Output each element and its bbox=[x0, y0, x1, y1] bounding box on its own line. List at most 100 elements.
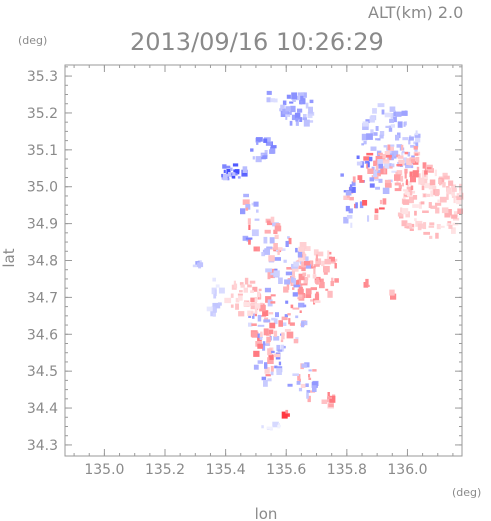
echo-point bbox=[295, 121, 299, 126]
echo-point bbox=[307, 111, 315, 116]
echo-point bbox=[334, 258, 338, 262]
echo-point bbox=[296, 95, 302, 101]
echo-point bbox=[269, 237, 275, 244]
echo-point bbox=[257, 247, 260, 252]
echo-point bbox=[278, 361, 282, 366]
echo-point bbox=[305, 383, 309, 387]
echo-point bbox=[305, 294, 312, 298]
echo-point bbox=[412, 195, 418, 200]
echo-point bbox=[306, 390, 311, 393]
echo-point bbox=[430, 205, 438, 209]
echo-point bbox=[388, 146, 394, 151]
echo-point bbox=[405, 211, 410, 218]
echo-point bbox=[369, 183, 375, 188]
echo-point bbox=[327, 251, 332, 255]
echo-point bbox=[257, 314, 262, 322]
echo-point bbox=[237, 176, 241, 179]
echo-point bbox=[288, 237, 292, 245]
echo-point bbox=[261, 376, 267, 381]
echo-point bbox=[394, 182, 401, 186]
echo-point bbox=[264, 137, 271, 143]
echo-point bbox=[273, 98, 278, 103]
echo-point bbox=[423, 173, 428, 181]
echo-point bbox=[446, 223, 451, 227]
echo-point bbox=[377, 103, 385, 108]
echo-point bbox=[412, 161, 419, 165]
echo-point bbox=[451, 227, 456, 234]
echo-point bbox=[435, 232, 439, 239]
echo-point bbox=[327, 250, 330, 256]
echo-point bbox=[324, 258, 331, 265]
echo-point bbox=[355, 202, 358, 209]
echo-point bbox=[410, 190, 416, 194]
echo-point bbox=[436, 224, 441, 230]
echo-point bbox=[429, 179, 436, 186]
echo-point bbox=[273, 229, 278, 234]
echo-point bbox=[254, 311, 257, 317]
echo-point bbox=[391, 296, 394, 299]
echo-point bbox=[314, 293, 320, 301]
echo-point bbox=[346, 193, 350, 198]
echo-point bbox=[420, 201, 425, 205]
echo-point bbox=[280, 104, 285, 112]
echo-point bbox=[406, 158, 410, 165]
echo-point bbox=[240, 208, 246, 215]
echo-point bbox=[329, 260, 336, 264]
echo-point bbox=[280, 344, 285, 352]
echo-point bbox=[402, 199, 410, 205]
echo-point bbox=[286, 267, 293, 270]
echo-point bbox=[254, 307, 258, 314]
echo-point bbox=[291, 92, 298, 100]
echo-point bbox=[270, 371, 274, 376]
echo-point bbox=[269, 322, 276, 329]
echo-point bbox=[226, 165, 231, 169]
echo-point bbox=[385, 125, 390, 128]
echo-point bbox=[369, 116, 375, 123]
echo-point bbox=[357, 175, 363, 180]
x-tick-label: 135.8 bbox=[327, 462, 367, 478]
echo-point bbox=[328, 256, 335, 262]
echo-point bbox=[261, 252, 266, 257]
chart-timestamp: 2013/09/16 10:26:29 bbox=[130, 28, 384, 56]
echo-point bbox=[377, 151, 381, 159]
echo-point bbox=[245, 237, 253, 240]
echo-point bbox=[255, 156, 262, 163]
echo-point bbox=[308, 390, 316, 393]
echo-point bbox=[384, 179, 391, 187]
echo-point bbox=[429, 235, 433, 239]
y-tick-label: 35.0 bbox=[27, 180, 58, 196]
echo-point bbox=[272, 222, 279, 227]
echo-point bbox=[292, 292, 298, 297]
echo-point bbox=[401, 151, 405, 154]
echo-point bbox=[299, 101, 302, 105]
echo-point bbox=[290, 304, 294, 309]
echo-point bbox=[405, 163, 412, 168]
echo-point bbox=[302, 117, 307, 121]
echo-point bbox=[422, 162, 427, 169]
echo-point bbox=[366, 163, 369, 169]
y-tick-label: 34.9 bbox=[27, 217, 58, 233]
echo-point bbox=[270, 301, 276, 304]
y-tick-label: 35.2 bbox=[27, 106, 58, 122]
echo-point bbox=[415, 142, 419, 148]
echo-point bbox=[421, 172, 424, 179]
echo-point bbox=[394, 174, 401, 181]
echo-point bbox=[443, 175, 450, 180]
echo-point bbox=[267, 378, 272, 382]
echo-point bbox=[334, 278, 339, 283]
echo-point bbox=[413, 146, 418, 150]
echo-point bbox=[446, 187, 452, 195]
echo-point bbox=[277, 349, 283, 352]
echo-point bbox=[319, 281, 325, 289]
echo-point bbox=[298, 291, 303, 298]
echo-point bbox=[260, 302, 264, 306]
echo-point bbox=[376, 172, 381, 177]
echo-point bbox=[313, 264, 320, 267]
echo-point bbox=[270, 365, 274, 372]
echo-point bbox=[293, 278, 296, 285]
echo-point bbox=[422, 170, 426, 175]
echo-point bbox=[391, 150, 399, 157]
echo-point bbox=[327, 392, 330, 398]
echo-point bbox=[350, 222, 353, 228]
echo-point bbox=[404, 172, 407, 179]
